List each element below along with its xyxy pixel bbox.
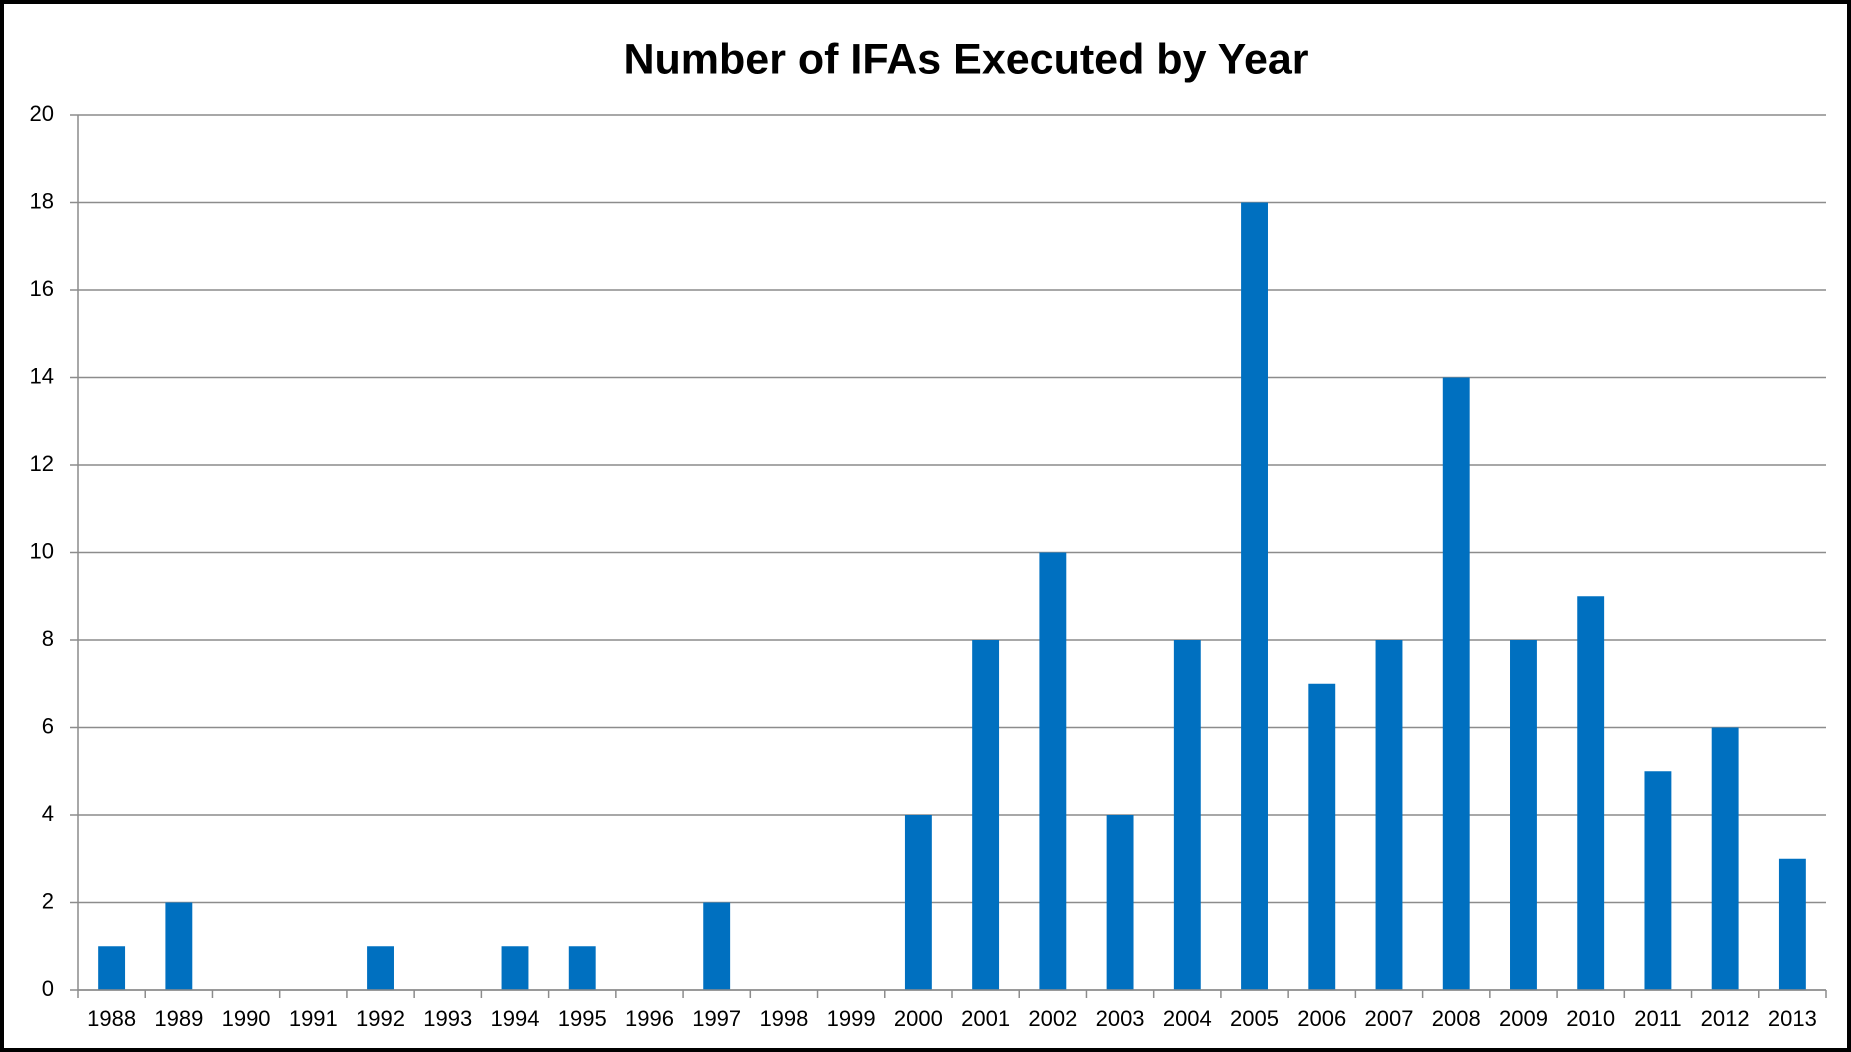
y-tick-label: 10 <box>30 538 54 563</box>
x-tick-label: 2003 <box>1096 1006 1145 1031</box>
bar <box>1375 640 1403 990</box>
bar <box>1106 815 1134 990</box>
x-tick-label: 1994 <box>491 1006 540 1031</box>
x-tick-label: 2008 <box>1432 1006 1481 1031</box>
x-tick-label: 2002 <box>1028 1006 1077 1031</box>
bar <box>568 946 596 990</box>
chart-title: Number of IFAs Executed by Year <box>623 35 1308 83</box>
y-tick-label: 6 <box>42 713 54 738</box>
x-tick-label: 2013 <box>1768 1006 1817 1031</box>
bar <box>904 815 932 990</box>
y-tick-label: 4 <box>42 801 54 826</box>
x-tick-label: 1997 <box>692 1006 741 1031</box>
bar <box>1308 683 1336 990</box>
x-tick-label: 2004 <box>1163 1006 1212 1031</box>
y-tick-label: 8 <box>42 626 54 651</box>
x-tick-label: 2000 <box>894 1006 943 1031</box>
bar <box>501 946 529 990</box>
y-tick-label: 14 <box>30 363 54 388</box>
x-tick-label: 1993 <box>423 1006 472 1031</box>
x-tick-label: 1991 <box>289 1006 338 1031</box>
y-tick-label: 20 <box>30 101 54 126</box>
bar <box>1039 552 1067 990</box>
bar <box>98 946 126 990</box>
x-tick-label: 2009 <box>1499 1006 1548 1031</box>
bar <box>972 640 1000 990</box>
y-tick-label: 0 <box>42 976 54 1001</box>
y-tick-label: 12 <box>30 451 54 476</box>
bar <box>367 946 394 990</box>
bar <box>703 902 731 990</box>
y-tick-label: 18 <box>30 188 54 213</box>
bar <box>1644 771 1672 990</box>
x-tick-label: 2007 <box>1365 1006 1414 1031</box>
x-tick-label: 1989 <box>154 1006 203 1031</box>
x-tick-label: 2006 <box>1297 1006 1346 1031</box>
x-tick-label: 1995 <box>558 1006 607 1031</box>
bar <box>1241 202 1268 990</box>
x-tick-label: 1990 <box>222 1006 271 1031</box>
x-tick-label: 1998 <box>759 1006 808 1031</box>
x-tick-label: 2011 <box>1634 1006 1681 1031</box>
x-tick-label: 1996 <box>625 1006 674 1031</box>
x-tick-label: 2005 <box>1230 1006 1279 1031</box>
x-tick-label: 1999 <box>827 1006 876 1031</box>
y-tick-label: 2 <box>42 888 54 913</box>
bar <box>1778 858 1806 990</box>
y-tick-label: 16 <box>30 276 54 301</box>
bar <box>1711 727 1739 990</box>
x-tick-label: 1988 <box>87 1006 136 1031</box>
x-tick-label: 2001 <box>961 1006 1010 1031</box>
bar <box>1577 596 1605 990</box>
bar <box>1442 377 1470 990</box>
bar <box>165 902 193 990</box>
x-tick-label: 2010 <box>1566 1006 1615 1031</box>
x-tick-label: 1992 <box>356 1006 405 1031</box>
bar <box>1173 640 1201 990</box>
bar <box>1510 640 1537 990</box>
x-tick-label: 2012 <box>1701 1006 1750 1031</box>
